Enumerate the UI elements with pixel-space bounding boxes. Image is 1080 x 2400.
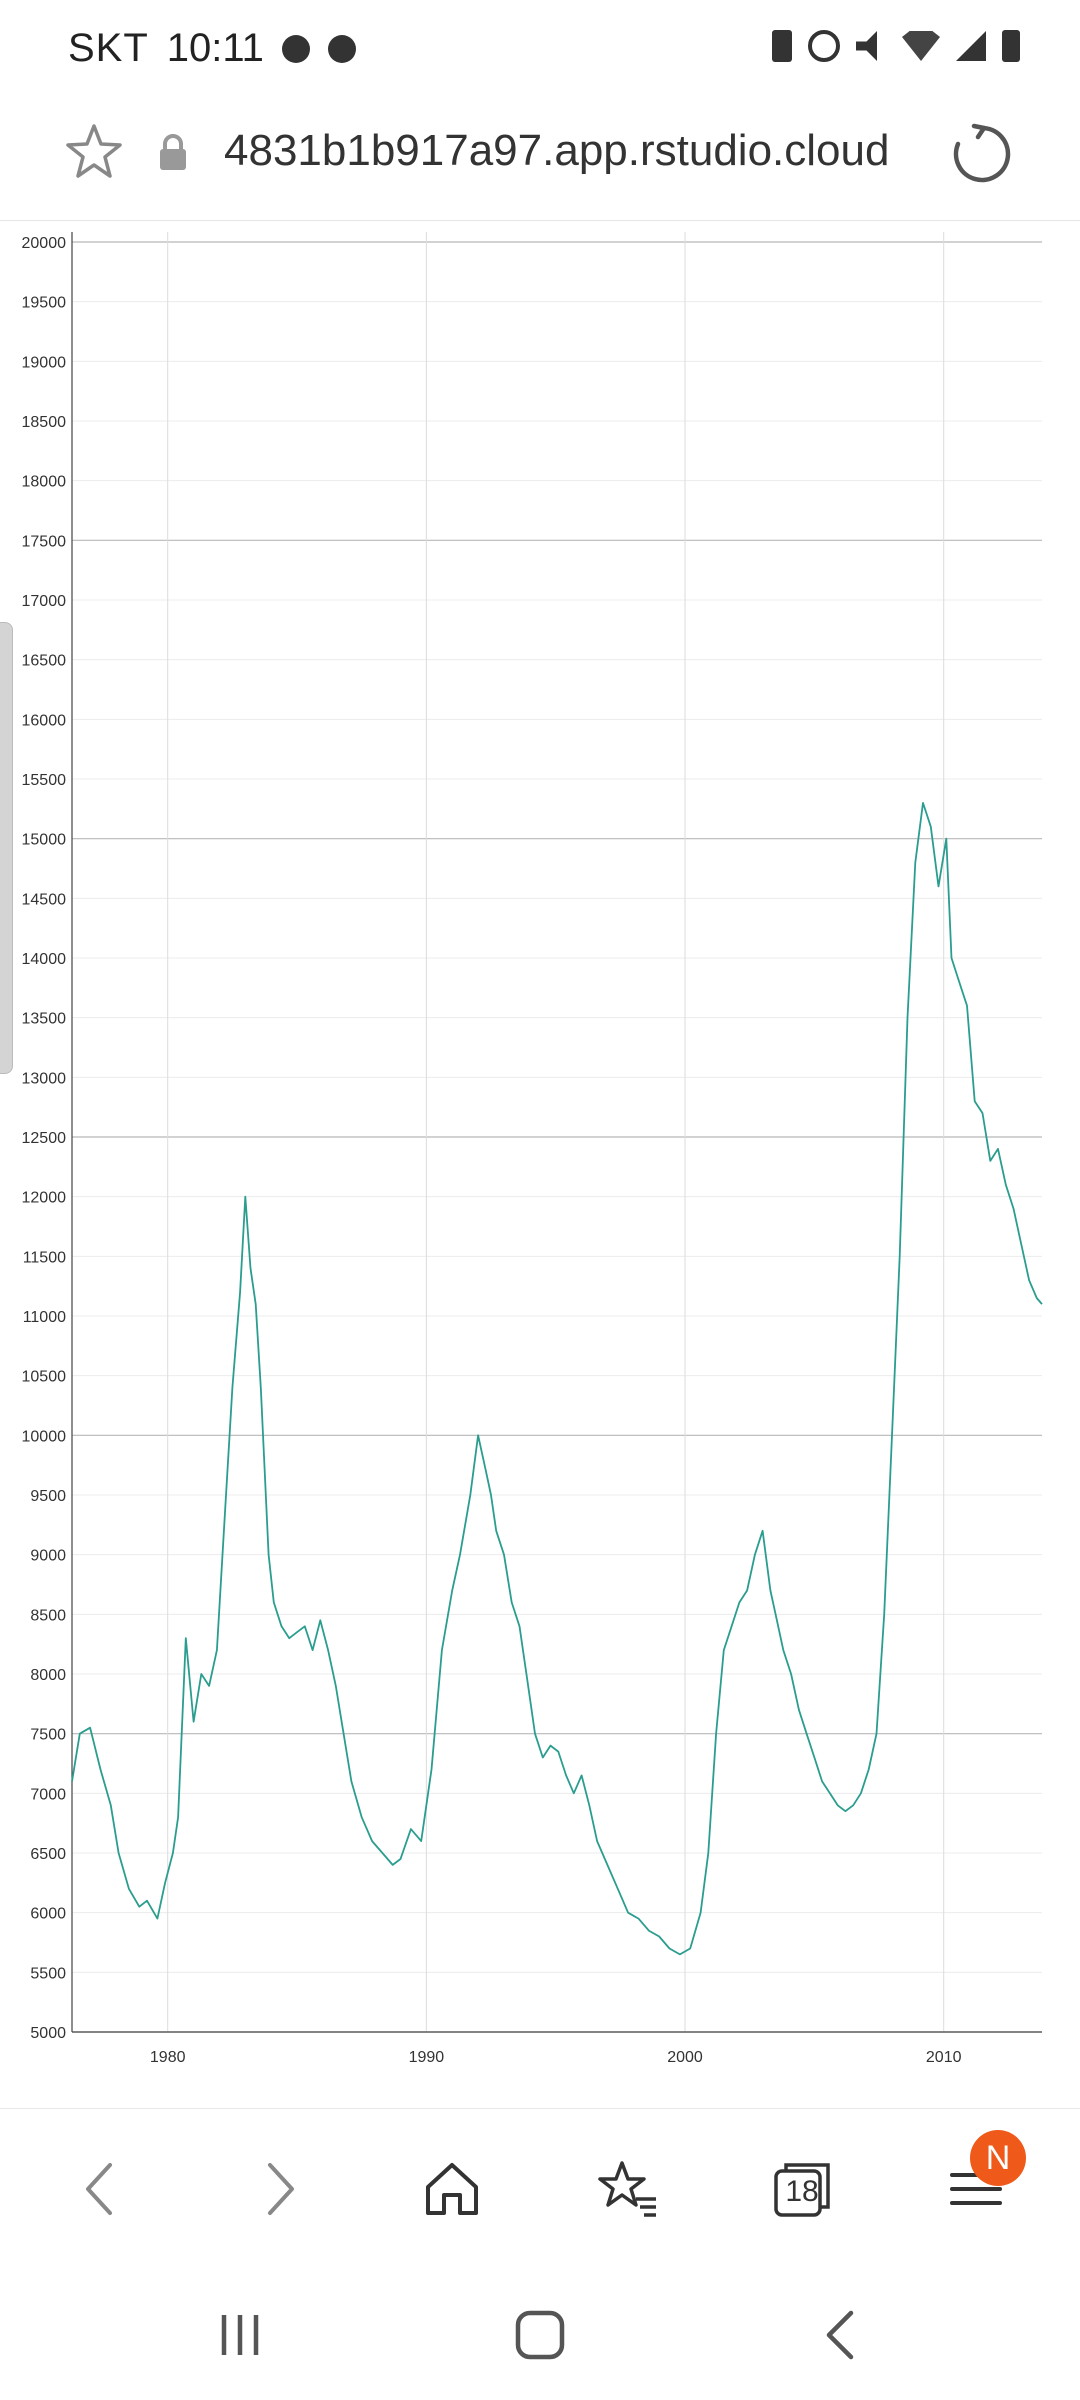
forward-icon[interactable] [238, 2149, 318, 2229]
y-tick-label: 8500 [30, 1607, 66, 1624]
y-tick-label: 20000 [22, 235, 67, 252]
chart-area[interactable]: 5000 5500 6000 6500 7000 7500 8000 8500 9000 9500… [0, 222, 1080, 2082]
x-tick-label: 2000 [667, 2049, 703, 2066]
y-tick-label: 12500 [22, 1130, 67, 1147]
y-tick-label: 10500 [22, 1369, 67, 1386]
carrier-label: SKT [68, 26, 149, 70]
system-nav-bar [0, 2270, 1080, 2400]
y-tick-label: 8000 [30, 1667, 66, 1684]
y-tick-label: 17000 [22, 593, 67, 610]
y-tick-label: 14500 [22, 891, 67, 908]
y-tick-label: 17500 [22, 533, 67, 550]
y-tick-label: 5500 [30, 1965, 66, 1982]
back-icon[interactable] [62, 2149, 142, 2229]
url-text[interactable]: 4831b1b917a97.app.rstudio.cloud [224, 126, 890, 175]
person-icon [281, 34, 310, 63]
home-square-icon[interactable] [505, 2300, 575, 2370]
y-tick-label: 13000 [22, 1070, 67, 1087]
y-tick-label: 16500 [22, 653, 67, 670]
y-tick-label: 9500 [30, 1488, 66, 1505]
battery-icon [1002, 30, 1020, 62]
y-tick-label: 10000 [22, 1428, 67, 1445]
edge-panel-handle[interactable] [0, 622, 13, 1074]
y-tick-label: 7000 [30, 1786, 66, 1803]
y-tick-label: 6000 [30, 1906, 66, 1923]
y-tick-label: 18500 [22, 414, 67, 431]
url-bar: 4831b1b917a97.app.rstudio.cloud [0, 96, 1080, 221]
x-tick-label: 1980 [150, 2049, 186, 2066]
y-tick-label: 11500 [23, 1249, 66, 1266]
tabs-icon[interactable]: 18 [762, 2149, 842, 2229]
series-line [71, 802, 1043, 1956]
reload-icon[interactable] [948, 120, 1016, 188]
y-tick-label: 9000 [30, 1548, 66, 1565]
line-chart[interactable]: 5000 5500 6000 6500 7000 7500 8000 8500 9000 9500… [0, 222, 1080, 2082]
y-tick-label: 11000 [23, 1309, 66, 1326]
y-tick-label: 5000 [30, 2025, 66, 2042]
y-tick-label: 13500 [22, 1011, 67, 1028]
x-tick-label: 2010 [926, 2049, 962, 2066]
recents-icon[interactable] [205, 2300, 275, 2370]
y-tick-label: 15500 [22, 772, 67, 789]
status-bar: SKT 10:11 [0, 0, 1080, 96]
y-tick-label: 7500 [30, 1727, 66, 1744]
y-tick-label: 6500 [30, 1846, 66, 1863]
status-right [772, 30, 1020, 62]
recycle-battery-icon [772, 30, 792, 62]
lock-icon [156, 132, 190, 172]
y-tick-label: 19000 [22, 354, 67, 371]
browser-bottom-nav: 18 [0, 2108, 1080, 2259]
x-tick-label: 1990 [409, 2049, 445, 2066]
bookmarks-icon[interactable] [588, 2149, 668, 2229]
clock: 10:11 [166, 26, 264, 70]
status-left: SKT 10:11 [68, 26, 356, 71]
system-back-icon[interactable] [808, 2300, 878, 2370]
tabs-count: 18 [785, 2175, 819, 2208]
alarm-icon [808, 30, 840, 62]
y-tick-label: 15000 [22, 832, 67, 849]
y-tick-label: 16000 [22, 712, 67, 729]
y-tick-label: 18000 [22, 474, 67, 491]
y-tick-label: 14000 [22, 951, 67, 968]
y-tick-label: 12000 [22, 1190, 67, 1207]
mute-icon [856, 31, 877, 61]
y-tick-label: 19500 [22, 295, 67, 312]
home-icon[interactable] [412, 2149, 492, 2229]
aperture-icon [327, 34, 356, 63]
wifi-icon [902, 31, 940, 61]
menu-badge: N [970, 2130, 1026, 2186]
star-icon[interactable] [62, 120, 126, 184]
signal-icon [956, 31, 986, 61]
